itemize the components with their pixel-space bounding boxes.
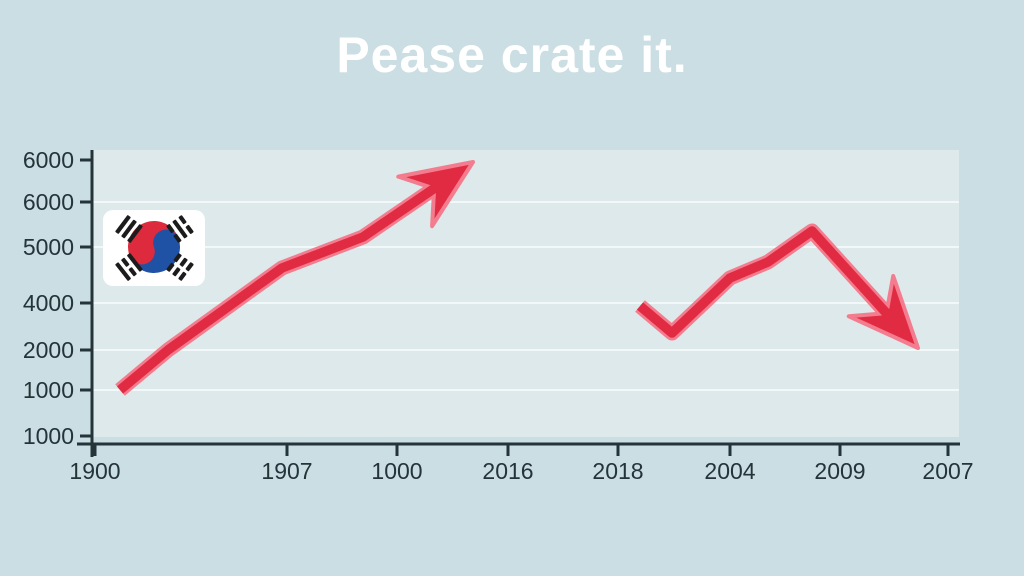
y-tick-label: 6000 xyxy=(23,147,74,173)
y-tick-label: 2000 xyxy=(23,337,74,363)
x-tick-label: 2016 xyxy=(482,458,533,484)
falling-arrow-line xyxy=(636,226,893,338)
y-tick-label: 4000 xyxy=(23,290,74,316)
y-tick-label: 1000 xyxy=(23,423,74,449)
plot-area xyxy=(92,150,959,437)
trigram-icon xyxy=(166,253,194,281)
trigram-icon xyxy=(115,215,143,243)
taegeuk-icon xyxy=(128,221,180,273)
trigram-icon xyxy=(115,253,143,281)
x-tick-label: 2009 xyxy=(814,458,865,484)
x-tick-label: 1907 xyxy=(261,458,312,484)
x-tick-label: 2004 xyxy=(704,458,755,484)
south-korea-flag xyxy=(103,210,205,286)
x-tick-label: 1000 xyxy=(371,458,422,484)
trigram-icon xyxy=(166,215,194,243)
chart-title: Pease crate it. xyxy=(336,27,688,83)
x-tick-label: 2007 xyxy=(922,458,973,484)
y-tick-label: 1000 xyxy=(23,377,74,403)
y-tick-label: 6000 xyxy=(23,189,74,215)
x-tick-label: 1900 xyxy=(69,458,120,484)
rising-arrow-line xyxy=(116,182,441,394)
x-tick-label: 2018 xyxy=(592,458,643,484)
y-tick-label: 5000 xyxy=(23,234,74,260)
